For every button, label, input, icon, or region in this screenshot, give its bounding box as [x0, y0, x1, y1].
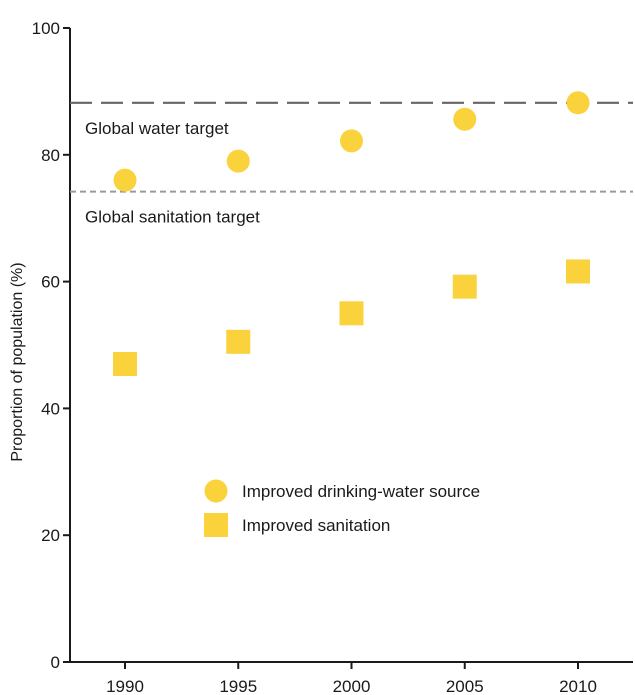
legend-label: Improved drinking-water source: [242, 482, 480, 501]
water-source-point: [566, 91, 590, 115]
y-tick-label: 40: [41, 399, 60, 418]
water-source-point: [340, 129, 363, 153]
y-tick-label: 100: [32, 19, 60, 38]
y-tick-label: 60: [41, 273, 60, 292]
reference-lines: Global water target Global sanitation tar…: [70, 101, 633, 227]
legend-swatch-square: [204, 513, 228, 537]
sanitation-point: [452, 274, 477, 299]
water-source-point: [453, 107, 477, 131]
x-tick-label: 1990: [106, 677, 144, 695]
x-tick-label: 2005: [446, 677, 484, 695]
reference-line-label: Global sanitation target: [85, 208, 260, 227]
y-axis-label: Proportion of population (%): [9, 262, 26, 461]
legend-label: Improved sanitation: [242, 516, 390, 535]
legend: Improved drinking-water source Improved s…: [204, 479, 480, 537]
water-source-point: [226, 149, 250, 173]
sanitation-point: [226, 329, 251, 354]
data-marks: [113, 91, 590, 377]
y-tick-label: 0: [51, 653, 60, 672]
axes: 0 20 40 60 80 100 1990 1995 2000 2005 2010: [32, 19, 633, 695]
sanitation-point: [339, 301, 364, 326]
sanitation-point: [113, 352, 137, 377]
water-source-point: [113, 168, 137, 192]
reference-line-label: Global water target: [85, 119, 229, 138]
y-tick-label: 80: [41, 146, 60, 165]
x-tick-label: 2000: [333, 677, 371, 695]
x-tick-label: 2010: [559, 677, 597, 695]
y-tick-label: 20: [41, 526, 60, 545]
x-tick-label: 1995: [219, 677, 257, 695]
sanitation-point: [566, 259, 590, 284]
legend-swatch-circle: [204, 479, 228, 503]
